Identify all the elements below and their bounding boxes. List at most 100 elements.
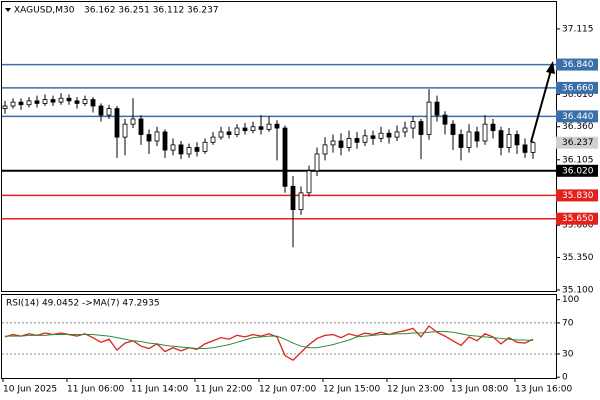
level-label-box [556,58,598,71]
candle-body [330,140,336,146]
y-tick-label: 100 [562,295,579,305]
candle-body [338,140,344,148]
candle-body [130,118,136,125]
x-tick-label: 11 Jun 14:00 [131,385,188,395]
candle-body [522,144,528,153]
x-tick-label: 12 Jun 15:00 [323,385,380,395]
level-label: 36.660 [562,83,594,93]
y-tick-label: 36.360 [562,122,594,132]
y-tick-label: 70 [562,318,574,328]
x-tick-label: 13 Jun 08:00 [451,385,508,395]
candle-body [354,138,360,143]
candle-body [162,131,168,151]
candle-body [458,134,464,148]
candle-body [298,192,304,211]
y-tick-label: 35.350 [562,253,594,263]
candle-body [242,127,248,132]
candle-body [410,121,416,129]
level-label-box [556,189,598,202]
candle-body [2,105,8,110]
y-tick-label: 30 [562,349,574,359]
candle-body [506,134,512,148]
level-label: 36.840 [562,60,594,70]
candle-body [402,127,408,133]
y-tick-label: 36.610 [562,90,594,100]
candle-body [282,127,288,187]
candle-body [306,170,312,194]
candle-body [426,101,432,135]
candle-body [74,100,80,104]
rsi-line [4,325,534,361]
candle-body [98,105,104,116]
candle-body [362,135,368,143]
candle-body [146,134,152,142]
last-price-label: 36.237 [562,138,594,148]
candle-body [266,123,272,130]
candle-body [90,99,96,107]
candle-body [250,126,256,132]
candle-body [346,138,352,148]
candle-body [394,131,400,138]
level-label: 35.830 [562,191,594,201]
candle-body [186,147,192,155]
x-tick-label: 13 Jun 16:00 [515,385,572,395]
candle-body [26,100,32,106]
candle-body [322,144,328,155]
candle-body [114,108,120,138]
candle-body [218,131,224,138]
candle-body [530,142,536,153]
candle-body [290,185,296,211]
candle-body [418,121,424,135]
arrow [530,61,555,143]
candle-body [58,97,64,103]
level-label-box [556,164,598,177]
y-tick-label: 37.115 [562,24,594,34]
candle-body [154,131,160,142]
rsi-title: RSI(14) 49.0452 ->MA(7) 47.2935 [6,299,160,309]
candle-body [386,132,392,138]
candle-body [66,97,72,102]
candle-body [498,130,504,148]
candle-body [122,123,128,138]
candle-body [18,101,24,106]
candle-body [274,123,280,129]
last-price-box [556,136,598,149]
candle-body [10,101,16,107]
candle-body [378,132,384,139]
candle-body [490,123,496,132]
candle-body [466,131,472,148]
x-tick-label: 11 Jun 22:00 [195,385,252,395]
candle-body [314,153,320,172]
rsi-line [5,330,534,350]
candle-body [226,131,232,135]
candle-body [482,123,488,142]
y-tick-label: 36.105 [562,155,594,165]
candle-body [474,131,480,142]
candle-body [50,99,56,103]
level-label: 36.440 [562,112,594,122]
level-label-box [556,110,598,123]
candle-body [514,134,520,146]
candle-body [258,126,264,130]
candle-body [138,118,144,135]
level-label-box [556,212,598,225]
x-tick-label: 10 Jun 2025 [3,385,57,395]
candle-body [42,99,48,104]
menu-triangle [5,8,11,12]
level-label: 35.650 [562,214,594,224]
candle-body [450,123,456,135]
x-tick-label: 12 Jun 23:00 [387,385,444,395]
candle-body [210,136,216,143]
candle-body [234,127,240,135]
candle-body [434,101,440,116]
x-tick-label: 12 Jun 07:00 [259,385,316,395]
y-tick-label: 35.100 [562,285,594,295]
candle-body [82,99,88,104]
candle-body [34,100,40,104]
arrow-head [546,61,555,74]
candle-body [170,144,176,151]
candle-body [194,147,200,152]
candle-body [202,141,208,152]
candle-body [178,144,184,155]
